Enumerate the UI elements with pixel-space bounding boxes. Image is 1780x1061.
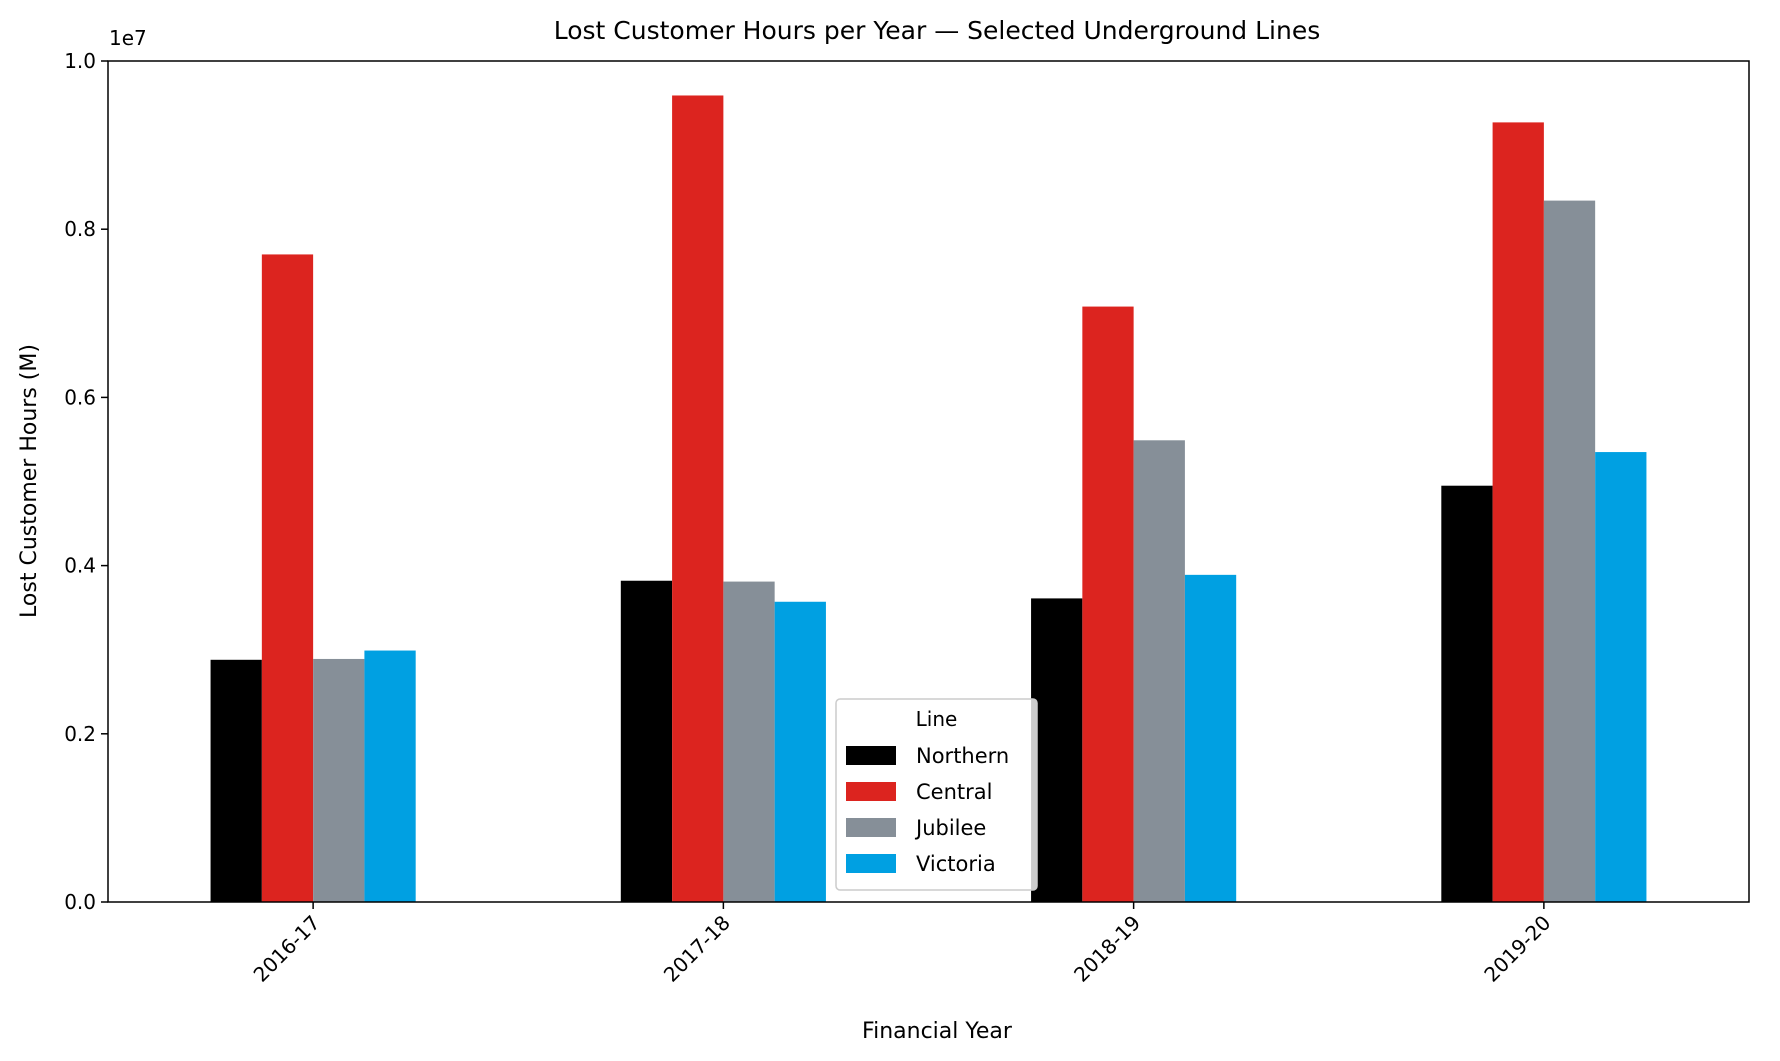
legend-label-northern: Northern bbox=[916, 744, 1009, 768]
bar-central-2016-17 bbox=[261, 254, 314, 902]
bar-victoria-2016-17 bbox=[364, 650, 416, 902]
bar-central-2019-20 bbox=[1492, 122, 1544, 902]
legend: Line Northern Central Jubilee Victoria bbox=[835, 698, 1038, 891]
bar-northern-2017-18 bbox=[620, 580, 673, 902]
y-tick-label: 0.6 bbox=[64, 385, 96, 409]
legend-label-victoria: Victoria bbox=[916, 852, 996, 876]
y-tick-label: 1.0 bbox=[64, 49, 96, 73]
bar-northern-2016-17 bbox=[210, 659, 262, 902]
legend-swatch-victoria bbox=[846, 854, 896, 873]
bar-northern-2018-19 bbox=[1031, 598, 1083, 902]
legend-swatch-northern bbox=[846, 746, 896, 765]
bars bbox=[210, 95, 1647, 902]
bar-central-2018-19 bbox=[1082, 306, 1134, 902]
x-axis-label: Financial Year bbox=[862, 1019, 1013, 1044]
chart-title: Lost Customer Hours per Year — Selected … bbox=[554, 16, 1321, 45]
legend-label-jubilee: Jubilee bbox=[914, 816, 986, 840]
y-tick-label: 0.0 bbox=[64, 890, 96, 914]
y-axis: 0.0 0.2 0.4 0.6 0.8 1.0 bbox=[64, 49, 108, 914]
bar-victoria-2017-18 bbox=[774, 601, 826, 902]
bar-victoria-2018-19 bbox=[1184, 574, 1237, 902]
plot-frame bbox=[107, 60, 1750, 903]
legend-title: Line bbox=[916, 707, 958, 731]
legend-swatch-jubilee bbox=[846, 818, 896, 837]
y-offset-label: 1e7 bbox=[109, 26, 147, 50]
y-axis-label: Lost Customer Hours (M) bbox=[17, 344, 42, 618]
bar-jubilee-2017-18 bbox=[723, 581, 775, 902]
bar-northern-2019-20 bbox=[1441, 485, 1493, 902]
bar-central-2017-18 bbox=[672, 95, 724, 902]
bar-jubilee-2016-17 bbox=[313, 658, 365, 902]
y-tick-label: 0.8 bbox=[64, 217, 96, 241]
bar-jubilee-2018-19 bbox=[1133, 440, 1185, 902]
legend-label-central: Central bbox=[916, 780, 992, 804]
bar-victoria-2019-20 bbox=[1595, 452, 1647, 902]
y-tick-label: 0.4 bbox=[64, 554, 96, 578]
bar-jubilee-2019-20 bbox=[1543, 200, 1596, 902]
y-tick-label: 0.2 bbox=[64, 722, 96, 746]
legend-swatch-central bbox=[846, 782, 896, 801]
